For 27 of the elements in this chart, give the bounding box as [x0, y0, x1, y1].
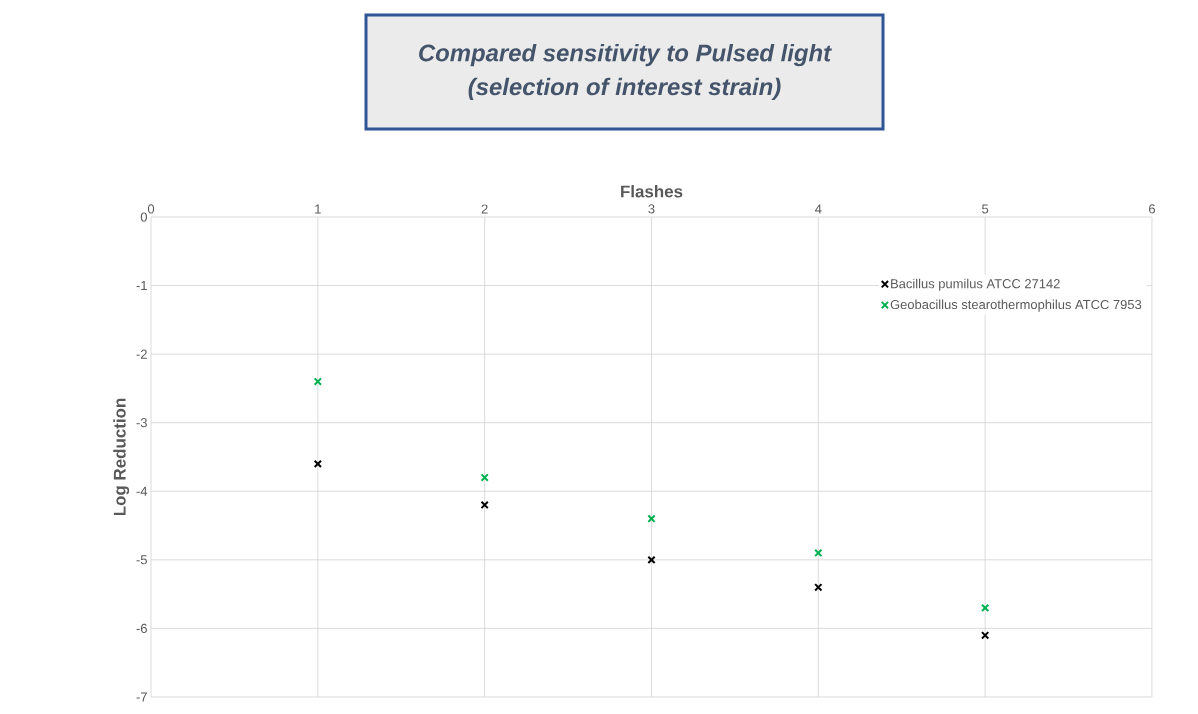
x-tick-label: 0 [147, 204, 155, 214]
y-tick-label: -1 [136, 281, 147, 291]
chart-title: Compared sensitivity to Pulsed light (selection of interest strain) [419, 43, 832, 101]
legend-label: Geobacillus stearothermophilus ATCC 7953 [890, 299, 1142, 312]
y-tick-label: -3 [136, 418, 147, 428]
point [313, 459, 323, 469]
x-tick-label: 5 [982, 204, 989, 214]
x-tick-label: 6 [1149, 204, 1155, 214]
y-tick-label: 0 [140, 212, 147, 222]
x-tick-label: 2 [481, 204, 488, 214]
legend-label: Bacillus pumilus ATCC 27142 [891, 278, 1060, 291]
x-tick-label: 4 [815, 204, 822, 214]
y-tick-label: -6 [136, 623, 147, 633]
point [814, 548, 823, 558]
x-axis-title: Flashes [621, 185, 683, 198]
y-tick-label: -5 [136, 555, 147, 565]
y-tick-label: -4 [136, 486, 148, 496]
y-axis-title: Log Reduction [113, 398, 130, 516]
y-tick-label: -7 [136, 692, 147, 702]
x-tick-label: 3 [648, 204, 655, 214]
point [480, 473, 489, 482]
x-tick-label: 1 [315, 204, 321, 214]
point [480, 500, 489, 510]
point [980, 631, 990, 640]
point [647, 514, 656, 523]
point [980, 603, 990, 613]
y-tick-label: -2 [136, 349, 147, 359]
